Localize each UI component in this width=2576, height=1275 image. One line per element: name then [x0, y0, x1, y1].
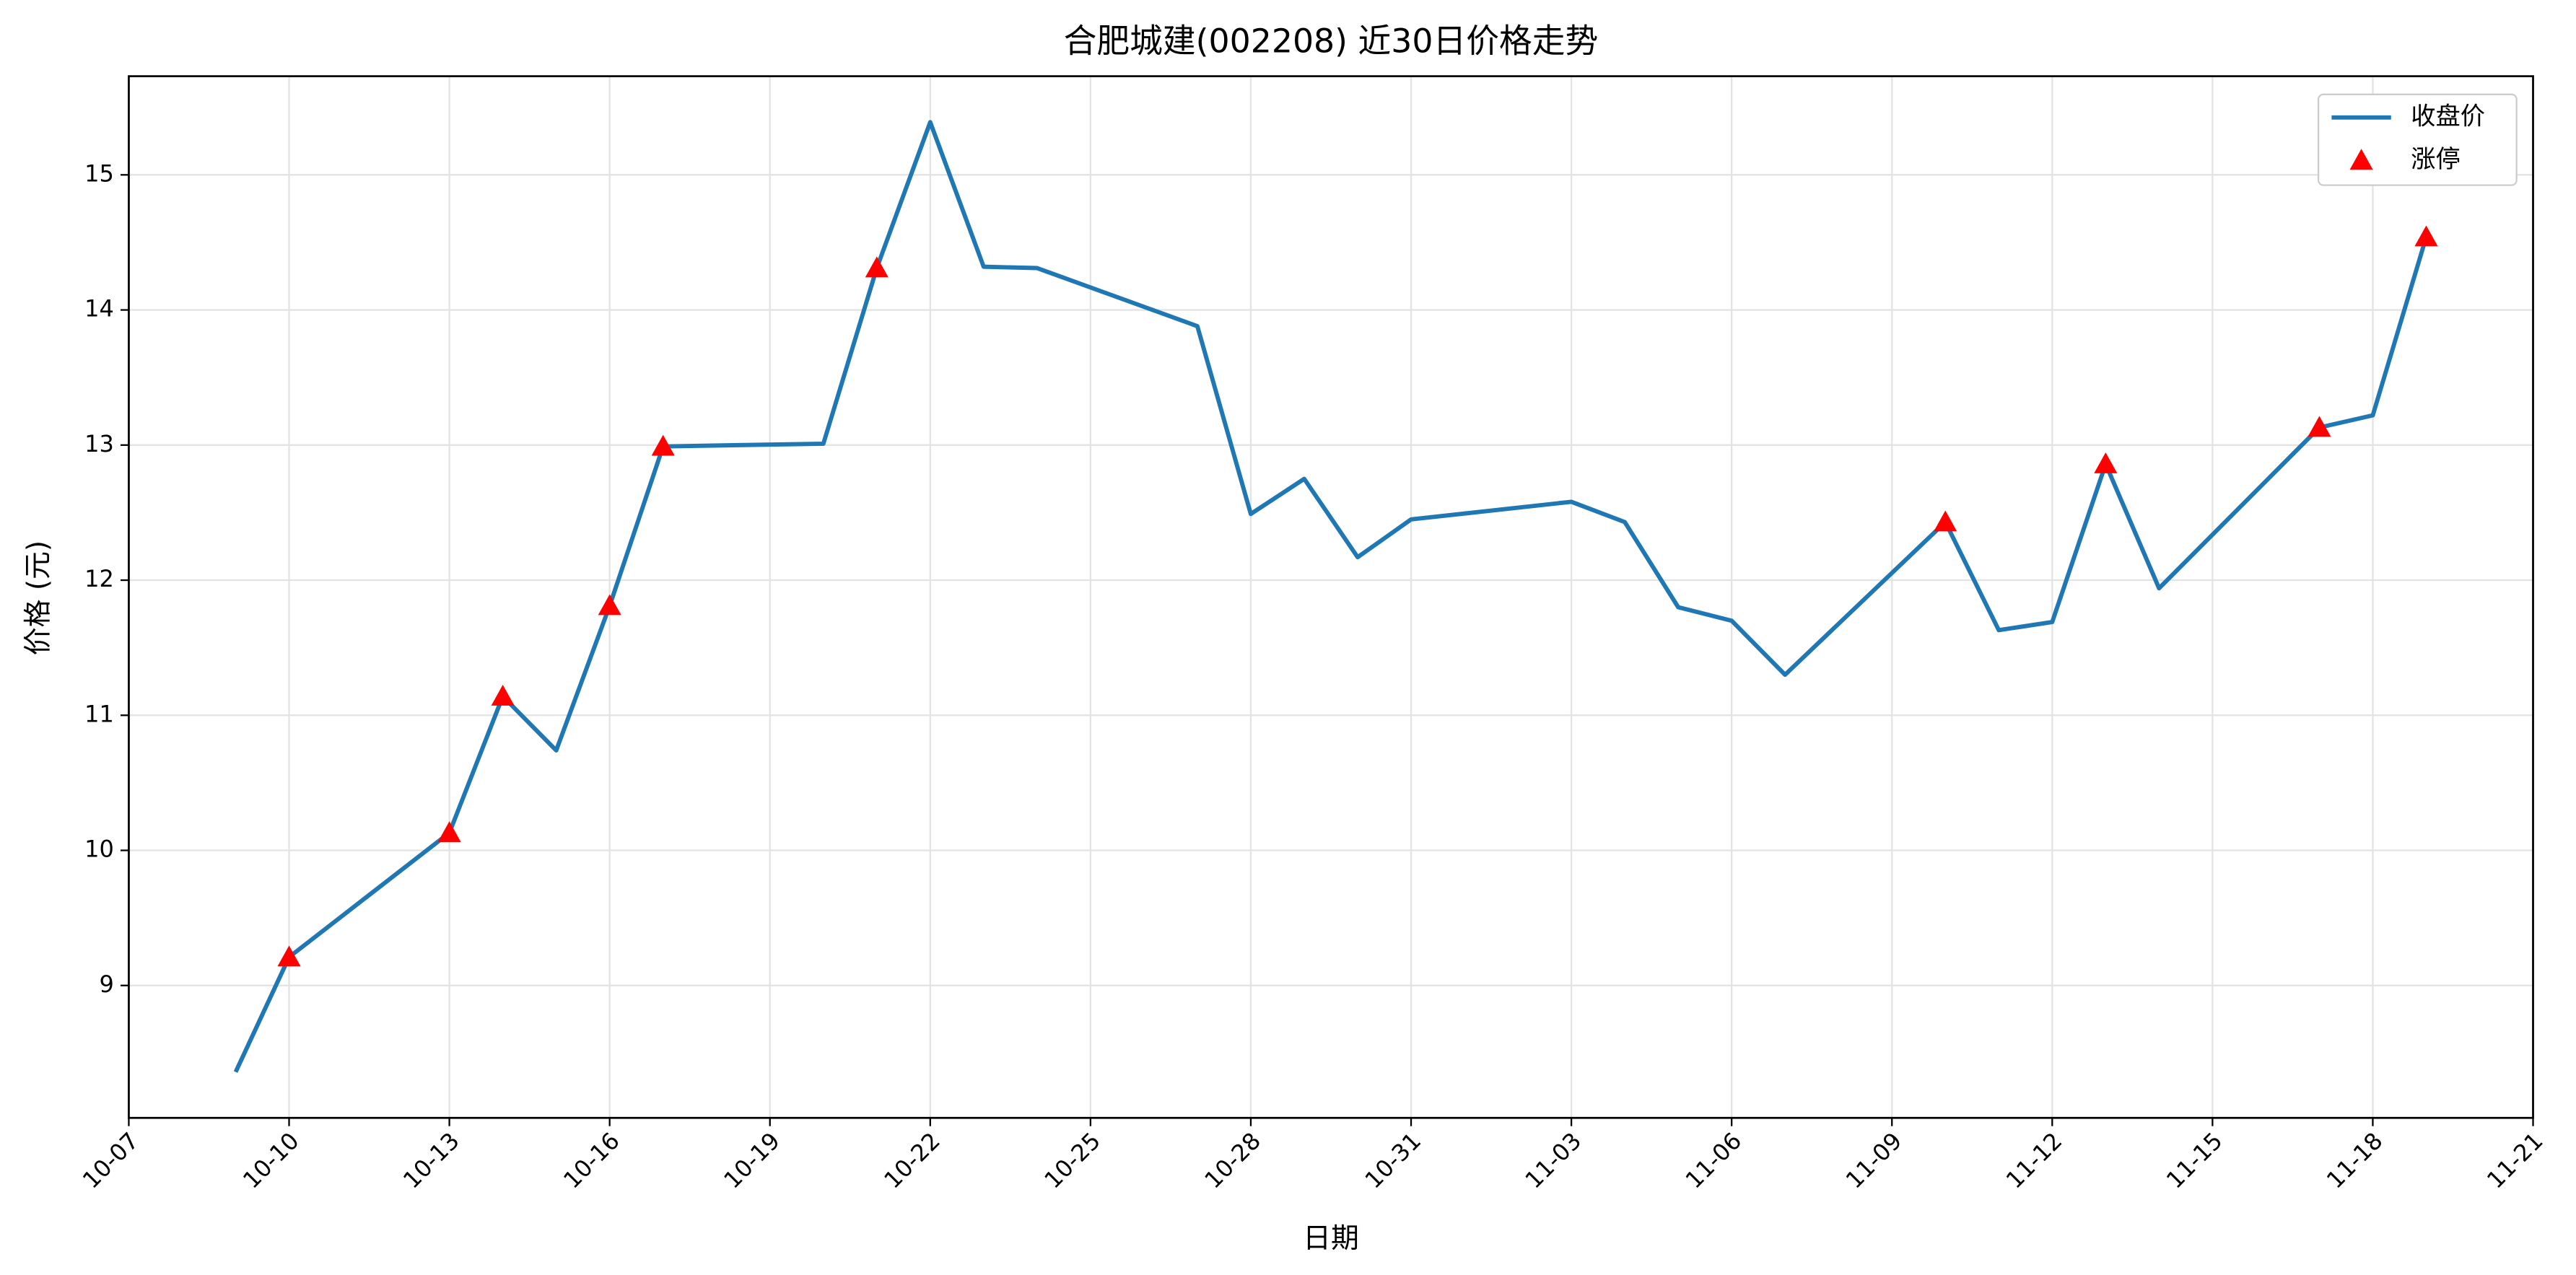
x-tick-label: 11-21	[2481, 1127, 2549, 1194]
price-line	[233, 120, 2429, 1073]
limit-up-marker	[865, 256, 888, 278]
legend-label: 收盘价	[2411, 102, 2485, 131]
limit-up-marker	[2414, 225, 2438, 247]
x-tick-label: 10-22	[878, 1127, 946, 1194]
limit-up-marker	[651, 434, 675, 456]
chart-title: 合肥城建(002208) 近30日价格走势	[1064, 22, 1599, 60]
x-tick-label: 10-31	[1360, 1127, 1427, 1194]
limit-up-marker	[437, 821, 461, 842]
x-tick-label: 10-25	[1039, 1127, 1106, 1194]
x-tick-label: 10-10	[237, 1127, 305, 1194]
limit-up-marker	[2308, 416, 2331, 437]
x-tick-label: 11-18	[2321, 1127, 2388, 1194]
legend-label: 涨停	[2411, 145, 2461, 174]
legend-swatch	[2349, 149, 2373, 170]
x-tick-label: 10-13	[398, 1127, 465, 1194]
x-tick-label: 11-09	[1841, 1127, 1908, 1194]
y-tick-label: 12	[84, 565, 114, 592]
y-tick-label: 11	[84, 700, 114, 727]
y-tick-label: 13	[84, 430, 114, 457]
y-tick-label: 14	[84, 295, 114, 323]
limit-up-marker	[277, 945, 301, 967]
x-axis-label: 日期	[1303, 1222, 1359, 1255]
x-tick-label: 10-16	[558, 1127, 625, 1194]
y-tick-label: 15	[84, 159, 114, 187]
x-tick-label: 11-06	[1680, 1127, 1747, 1194]
x-tick-label: 10-07	[77, 1127, 144, 1194]
limit-up-marker	[1934, 510, 1957, 532]
limit-up-marker	[491, 685, 515, 706]
x-tick-label: 10-19	[718, 1127, 785, 1194]
y-tick-label: 9	[99, 971, 113, 998]
y-tick-label: 10	[84, 836, 114, 863]
plot-frame	[128, 75, 2534, 1119]
y-axis-label: 价格 (元)	[22, 540, 54, 655]
limit-up-marker	[2094, 452, 2118, 473]
x-tick-label: 11-12	[2001, 1127, 2068, 1194]
x-tick-label: 10-28	[1199, 1127, 1266, 1194]
x-tick-label: 11-15	[2161, 1127, 2228, 1194]
x-tick-label: 11-03	[1520, 1127, 1587, 1194]
limit-up-marker	[598, 594, 621, 615]
